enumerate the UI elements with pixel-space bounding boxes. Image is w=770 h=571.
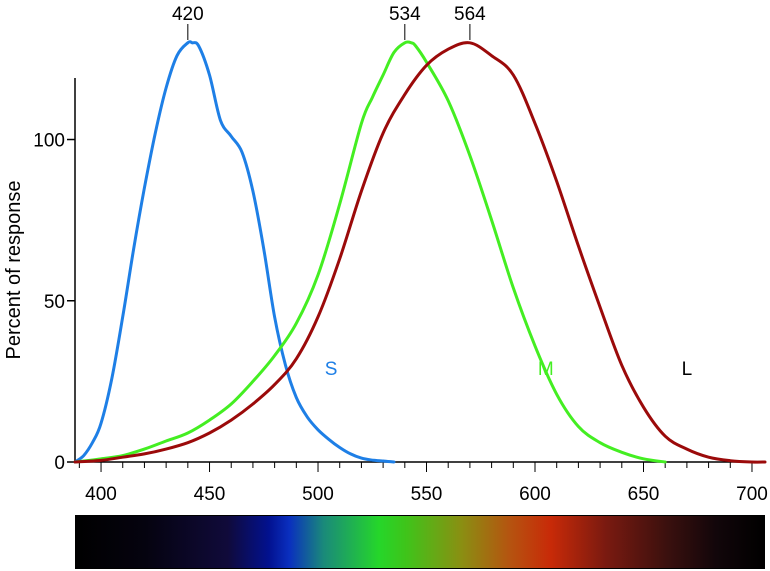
- x-tick-label: 650: [628, 484, 660, 505]
- x-tick-label: 550: [411, 484, 443, 505]
- y-axis-title: Percent of response: [3, 181, 25, 360]
- peak-markers: 420 534 564: [172, 4, 486, 40]
- series-label-L: L: [682, 359, 693, 380]
- peak-label: 420: [172, 4, 204, 25]
- axes: 400 450 500 550 600 650 700 0 50 100: [33, 78, 768, 505]
- peak-label: 564: [454, 4, 486, 25]
- series-line-L: [73, 41, 767, 464]
- y-tick-label: 0: [54, 453, 65, 474]
- y-tick-label: 50: [44, 292, 65, 313]
- x-tick-label: 600: [519, 484, 551, 505]
- visible-spectrum-bar: [75, 515, 765, 569]
- peak-label: 534: [389, 4, 421, 25]
- x-tick-label: 700: [736, 484, 768, 505]
- cone-response-chart: 400 450 500 550 600 650 700 0 50 100 420 534 564 S M…: [3, 4, 768, 505]
- x-tick-label: 400: [85, 484, 117, 505]
- series-label-S: S: [325, 359, 338, 380]
- y-tick-label: 100: [33, 131, 65, 152]
- series-line-S: [73, 40, 396, 464]
- x-tick-label: 450: [194, 484, 226, 505]
- series-line-M: [73, 40, 667, 464]
- response-curves: [73, 40, 767, 464]
- series-label-M: M: [538, 359, 554, 380]
- x-tick-label: 500: [302, 484, 334, 505]
